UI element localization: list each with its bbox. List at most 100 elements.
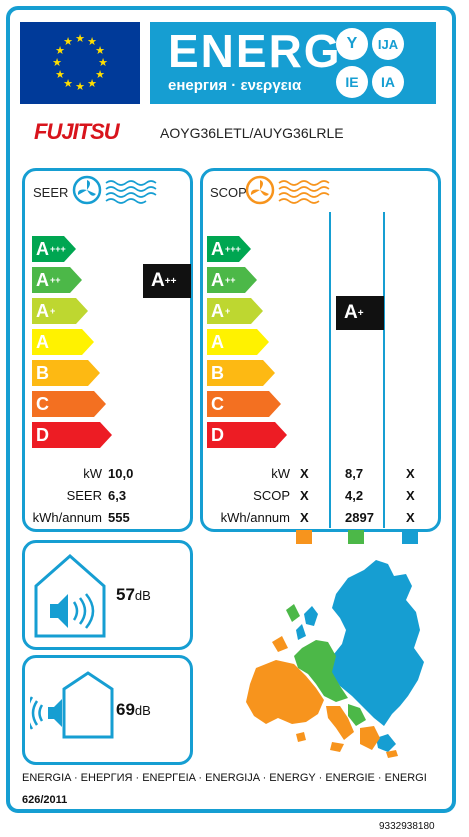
cooling-class-letter: B bbox=[36, 362, 49, 383]
heating-class-letter: A bbox=[211, 300, 224, 321]
heating-scop-warm: X bbox=[300, 488, 309, 503]
heating-panel bbox=[200, 168, 441, 532]
heating-scop-average: 4,2 bbox=[345, 488, 364, 503]
indoor-noise-value: 57 bbox=[116, 585, 135, 604]
svg-text:★: ★ bbox=[55, 44, 65, 57]
svg-text:★: ★ bbox=[75, 32, 85, 45]
lang-code-ia: IA bbox=[372, 66, 404, 98]
cooling-kw-value: 10,0 bbox=[108, 466, 134, 481]
lang-code-ie: IE bbox=[336, 66, 368, 98]
cooling-class-plus: +++ bbox=[50, 244, 66, 254]
cooling-class-arrow: A bbox=[32, 329, 94, 355]
heating-kw-cold: X bbox=[406, 466, 415, 481]
label-code: 9332938180 bbox=[379, 821, 435, 832]
cooling-rating-letter: A bbox=[151, 270, 165, 291]
cooling-class-arrow: A + bbox=[32, 298, 88, 324]
heating-class-letter: B bbox=[211, 362, 224, 383]
eu-stars-icon: ★ ★ ★ ★ ★ ★ ★ ★ ★ ★ ★ ★ bbox=[52, 32, 108, 93]
svg-text:★: ★ bbox=[87, 35, 97, 48]
heating-class-letter: A bbox=[211, 269, 224, 290]
heating-class-arrow: A ++ bbox=[207, 267, 257, 293]
heating-class-arrow: A bbox=[207, 329, 269, 355]
climate-divider-1 bbox=[329, 212, 331, 528]
cooling-rating-sup: ++ bbox=[164, 275, 177, 287]
outdoor-noise-value: 69 bbox=[116, 700, 135, 719]
energy-subtitle: енергия · ενεργεια bbox=[168, 77, 302, 94]
svg-text:★: ★ bbox=[63, 77, 73, 90]
footer-languages: ENERGIA · ЕНЕРГИЯ · ΕΝΕΡΓΕΙΑ · ENERGIJA … bbox=[22, 772, 427, 784]
indoor-house-speaker-icon bbox=[34, 553, 106, 638]
cooling-seer-label: SEER bbox=[66, 488, 102, 503]
model-number: AOYG36LETL/AUYG36LRLE bbox=[160, 125, 344, 141]
svg-text:★: ★ bbox=[95, 68, 105, 81]
brand-logo: FUJITSU bbox=[34, 119, 120, 144]
cooling-class-letter: A bbox=[36, 300, 49, 321]
outdoor-house-speaker-icon bbox=[30, 671, 114, 739]
heating-class-arrow: B bbox=[207, 360, 275, 386]
indoor-noise-panel bbox=[22, 540, 193, 650]
cooling-class-letter: A bbox=[36, 238, 49, 259]
fan-cold-icon bbox=[72, 175, 157, 205]
label-frame bbox=[6, 6, 456, 813]
heating-kw-warm: X bbox=[300, 466, 309, 481]
indoor-noise-readout: 57dB bbox=[116, 585, 151, 605]
heating-data-table: kW X 8,7 X SCOP X 4,2 X kWh/annum X 2897… bbox=[205, 466, 435, 532]
lang-code-y: Y bbox=[336, 28, 368, 60]
svg-text:★: ★ bbox=[52, 56, 62, 69]
europe-climate-zones-map bbox=[246, 560, 424, 758]
cooling-kwh-value: 555 bbox=[108, 510, 130, 525]
cooling-kw-label: kW bbox=[83, 466, 102, 481]
eu-flag: ★ ★ ★ ★ ★ ★ ★ ★ ★ ★ ★ ★ bbox=[20, 22, 140, 104]
outdoor-noise-panel bbox=[22, 655, 193, 765]
heating-class-plus: +++ bbox=[225, 244, 241, 254]
heating-scop-cold: X bbox=[406, 488, 415, 503]
heating-class-letter: D bbox=[211, 424, 224, 445]
heating-kwh-label: kWh/annum bbox=[220, 510, 290, 525]
heating-kwh-cold: X bbox=[406, 510, 415, 525]
cooling-class-plus: ++ bbox=[50, 275, 61, 285]
cooling-rating-indicator: A ++ bbox=[143, 264, 191, 298]
zone-warm-swatch bbox=[296, 530, 312, 544]
heating-kw-label: kW bbox=[271, 466, 290, 481]
heating-class-plus: ++ bbox=[225, 275, 236, 285]
heating-kwh-average: 2897 bbox=[345, 510, 374, 525]
heating-rating-sup: + bbox=[357, 307, 364, 319]
cooling-class-arrow: B bbox=[32, 360, 100, 386]
cooling-class-letter: D bbox=[36, 424, 49, 445]
heating-class-letter: C bbox=[211, 393, 224, 414]
lang-code-ija: IJA bbox=[372, 28, 404, 60]
zone-average-swatch bbox=[348, 530, 364, 544]
scop-label: SCOP bbox=[210, 185, 247, 200]
heating-class-plus: + bbox=[225, 306, 231, 316]
cooling-class-letter: C bbox=[36, 393, 49, 414]
heating-rating-letter: A bbox=[344, 302, 358, 323]
cooling-kwh-label: kWh/annum bbox=[32, 510, 102, 525]
fan-warm-icon bbox=[245, 175, 330, 205]
cooling-seer-value: 6,3 bbox=[108, 488, 127, 503]
cooling-class-letter: A bbox=[36, 269, 49, 290]
heating-kw-average: 8,7 bbox=[345, 466, 364, 481]
outdoor-noise-readout: 69dB bbox=[116, 700, 151, 720]
svg-text:★: ★ bbox=[95, 44, 105, 57]
heating-scop-label: SCOP bbox=[253, 488, 290, 503]
svg-text:★: ★ bbox=[98, 56, 108, 69]
seer-label: SEER bbox=[33, 185, 69, 200]
svg-text:★: ★ bbox=[63, 35, 73, 48]
heating-class-letter: A bbox=[211, 331, 224, 352]
heating-kwh-warm: X bbox=[300, 510, 309, 525]
climate-divider-2 bbox=[383, 212, 385, 528]
cooling-class-plus: + bbox=[50, 306, 56, 316]
regulation-number: 626/2011 bbox=[22, 794, 68, 806]
svg-text:★: ★ bbox=[87, 77, 97, 90]
outdoor-noise-unit: dB bbox=[134, 703, 151, 718]
svg-text:★: ★ bbox=[55, 68, 65, 81]
heating-class-arrow: C bbox=[207, 391, 281, 417]
indoor-noise-unit: dB bbox=[134, 588, 151, 603]
cooling-class-arrow: D bbox=[32, 422, 112, 448]
cooling-panel bbox=[22, 168, 193, 532]
heating-class-arrow: A + bbox=[207, 298, 263, 324]
energy-title: ENERG bbox=[168, 25, 342, 77]
cooling-class-letter: A bbox=[36, 331, 49, 352]
cooling-class-arrow: C bbox=[32, 391, 106, 417]
svg-text:★: ★ bbox=[75, 80, 85, 93]
